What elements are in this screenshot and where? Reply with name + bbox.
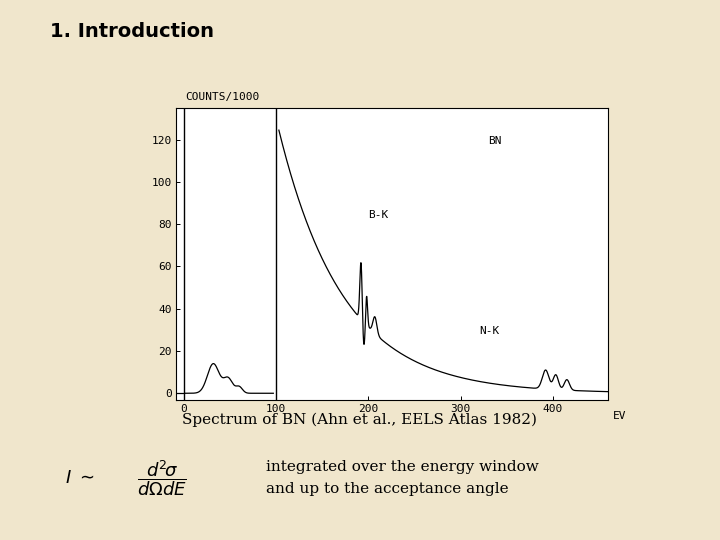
Text: Spectrum of BN (Ahn et al., EELS Atlas 1982): Spectrum of BN (Ahn et al., EELS Atlas 1… [182, 413, 538, 428]
Text: EV: EV [613, 411, 626, 421]
Text: BN: BN [488, 136, 502, 146]
Text: 1. Introduction: 1. Introduction [50, 22, 215, 40]
Text: COUNTS/1000: COUNTS/1000 [185, 92, 259, 102]
Text: integrated over the energy window: integrated over the energy window [266, 460, 539, 474]
Text: N-K: N-K [480, 326, 500, 336]
Text: $\dfrac{d^2\!\sigma}{d\Omega dE}$: $\dfrac{d^2\!\sigma}{d\Omega dE}$ [137, 458, 186, 498]
Text: and up to the acceptance angle: and up to the acceptance angle [266, 482, 509, 496]
Text: B-K: B-K [369, 210, 389, 220]
Text: $I\ \sim$: $I\ \sim$ [65, 469, 94, 487]
